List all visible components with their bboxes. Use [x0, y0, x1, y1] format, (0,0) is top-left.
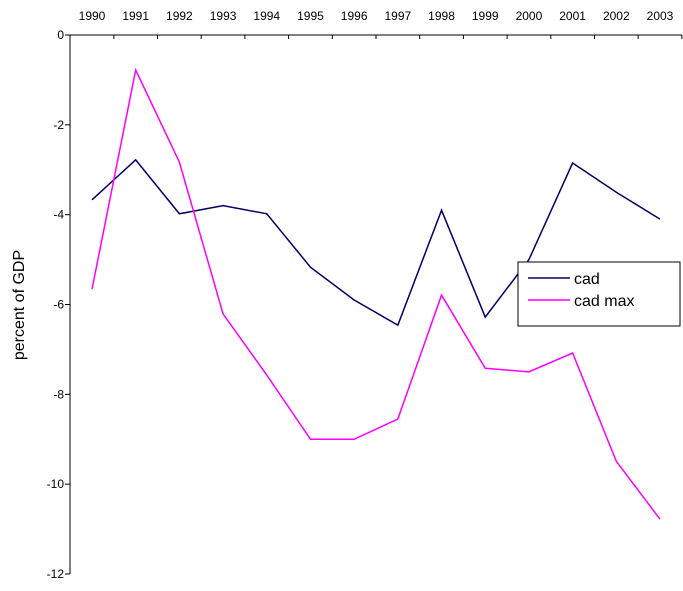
legend-box	[517, 261, 681, 327]
y-tick-label: -2	[53, 118, 64, 132]
x-tick-label: 1991	[122, 9, 149, 23]
x-tick-label: 2001	[559, 9, 586, 23]
y-tick-label: -6	[53, 298, 64, 312]
series-line	[91, 67, 661, 520]
x-tick-label: 2002	[603, 9, 630, 23]
y-axis-label: percent of GDP	[11, 250, 28, 360]
y-tick-label: -8	[53, 387, 64, 401]
legend-label: cad	[574, 271, 600, 288]
x-tick-label: 1990	[79, 9, 106, 23]
x-tick-label: 1999	[472, 9, 499, 23]
y-tick-label: -12	[47, 567, 65, 581]
x-tick-label: 2000	[516, 9, 543, 23]
series-line	[91, 158, 661, 327]
x-tick-label: 2003	[647, 9, 674, 23]
x-tick-label: 1994	[253, 9, 280, 23]
legend-label: cad max	[574, 293, 634, 310]
x-tick-label: 1996	[341, 9, 368, 23]
y-tick-label: 0	[57, 28, 64, 42]
y-tick-label: -4	[53, 208, 64, 222]
x-tick-label: 1997	[384, 9, 411, 23]
x-tick-label: 1998	[428, 9, 455, 23]
x-tick-label: 1992	[166, 9, 193, 23]
x-tick-label: 1993	[210, 9, 237, 23]
y-tick-label: -10	[47, 477, 65, 491]
x-tick-label: 1995	[297, 9, 324, 23]
